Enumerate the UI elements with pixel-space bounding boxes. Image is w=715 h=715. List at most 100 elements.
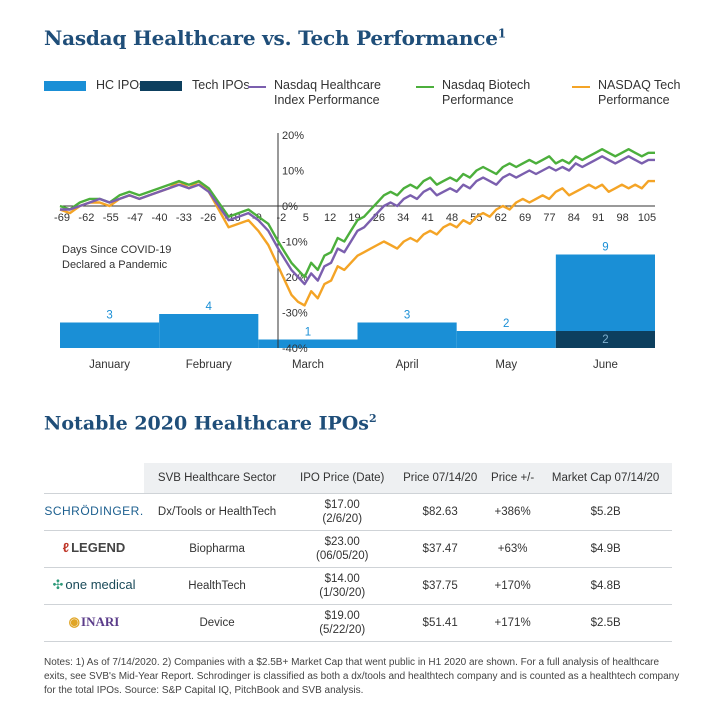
legend-label-hc-ipos: HC IPOs bbox=[96, 78, 146, 92]
cell-ipo-price: $17.00 (2/6/20) bbox=[290, 493, 395, 531]
hc-ipo-label-4: 2 bbox=[503, 318, 509, 330]
table-title: Notable 2020 Healthcare IPOs2 bbox=[44, 412, 377, 435]
x-tick-label: 98 bbox=[617, 212, 629, 224]
x-tick-label: -2 bbox=[276, 212, 286, 224]
cell-price: $37.75 bbox=[394, 567, 486, 605]
legend-label-tech-ipos: Tech IPOs bbox=[192, 78, 250, 92]
cell-cap: $5.2B bbox=[539, 493, 672, 531]
cell-sector: HealthTech bbox=[144, 567, 291, 605]
x-tick-label: 84 bbox=[568, 212, 580, 224]
table-row: ✣ one medical HealthTech $14.00 (1/30/20) … bbox=[44, 567, 672, 605]
month-label-0: January bbox=[89, 359, 130, 371]
x-tick-label: 26 bbox=[373, 212, 385, 224]
legend-swatch-nasdaq-hc bbox=[248, 86, 266, 88]
hc-ipo-label-0: 3 bbox=[106, 310, 112, 322]
legend-swatch-nasdaq-bio bbox=[416, 86, 434, 88]
chart-legend: HC IPOs Tech IPOs Nasdaq Healthcare Index… bbox=[44, 78, 694, 118]
x-tick-label: -33 bbox=[176, 212, 192, 224]
legend-biotech-logo: ℓ LEGEND bbox=[44, 530, 144, 568]
schrodinger-logo: SCHRÖDINGER. bbox=[44, 493, 144, 531]
legend-swatch-hc-ipos bbox=[44, 81, 86, 91]
legend-nasdaq-tech: NASDAQ Tech Performance bbox=[572, 78, 680, 108]
x-tick-label: 12 bbox=[324, 212, 336, 224]
series-line-1 bbox=[59, 148, 655, 279]
y-tick-label: -10% bbox=[282, 237, 308, 249]
month-label-4: May bbox=[495, 359, 517, 371]
legend-hc-ipos: HC IPOs bbox=[44, 78, 145, 93]
hc-ipo-bar-0 bbox=[60, 322, 160, 348]
hc-ipo-bar-1 bbox=[159, 314, 259, 348]
month-label-1: February bbox=[186, 359, 232, 371]
hc-ipo-bar-2 bbox=[258, 339, 358, 348]
chart-title: Nasdaq Healthcare vs. Tech Performance1 bbox=[44, 26, 506, 50]
legend-nasdaq-bio: Nasdaq Biotech Performance bbox=[416, 78, 530, 108]
cell-cap: $2.5B bbox=[539, 604, 672, 642]
y-tick-label: 0% bbox=[282, 201, 298, 213]
cell-price: $82.63 bbox=[394, 493, 486, 531]
hc-ipo-bar-3 bbox=[357, 322, 457, 348]
pandemic-annotation: Days Since COVID-19 bbox=[62, 244, 171, 256]
legend-label-nasdaq-tech: NASDAQ Tech Performance bbox=[598, 78, 681, 107]
header-price: Price 07/14/20 bbox=[394, 463, 486, 494]
cell-cap: $4.8B bbox=[539, 567, 672, 605]
hc-ipo-bar-4 bbox=[456, 331, 556, 348]
y-tick-label: -30% bbox=[282, 308, 308, 320]
y-tick-label: -40% bbox=[282, 343, 308, 355]
table-row: ℓ LEGEND Biopharma $23.00 (06/05/20) $37.4… bbox=[44, 530, 672, 568]
cell-ipo-price: $19.00 (5/22/20) bbox=[290, 604, 395, 642]
month-label-2: March bbox=[292, 359, 324, 371]
cell-cap: $4.9B bbox=[539, 530, 672, 568]
month-label-3: April bbox=[396, 359, 419, 371]
header-sector: SVB Healthcare Sector bbox=[144, 463, 291, 494]
hc-ipo-label-5: 9 bbox=[602, 242, 608, 254]
tech-ipo-label-5: 2 bbox=[602, 334, 608, 346]
tech-ipo-bar-5 bbox=[555, 331, 655, 348]
x-tick-label: 62 bbox=[495, 212, 507, 224]
header-change: Price +/- bbox=[485, 463, 540, 494]
cell-ipo-price: $23.00 (06/05/20) bbox=[290, 530, 395, 568]
cell-sector: Device bbox=[144, 604, 291, 642]
hc-ipo-label-3: 3 bbox=[404, 310, 410, 322]
x-tick-label: 34 bbox=[397, 212, 409, 224]
x-tick-label: -47 bbox=[127, 212, 143, 224]
x-tick-label: 19 bbox=[348, 212, 360, 224]
x-tick-label: -55 bbox=[103, 212, 119, 224]
x-tick-label: 69 bbox=[519, 212, 531, 224]
cell-ipo-price: $14.00 (1/30/20) bbox=[290, 567, 395, 605]
cell-change: +170% bbox=[485, 567, 540, 605]
series-line-0 bbox=[60, 155, 655, 286]
inari-logo: ◉INARI bbox=[44, 604, 144, 642]
table-row: ◉INARI Device $19.00 (5/22/20) $51.41 +17… bbox=[44, 604, 672, 642]
legend-swatch-tech-ipos bbox=[140, 81, 182, 91]
legend-swatch-nasdaq-tech bbox=[572, 86, 590, 88]
x-tick-label: -40 bbox=[152, 212, 168, 224]
x-tick-label: 48 bbox=[446, 212, 458, 224]
month-label-5: June bbox=[593, 359, 618, 371]
legend-label-nasdaq-hc: Nasdaq Healthcare Index Performance bbox=[274, 78, 382, 107]
x-tick-label: 41 bbox=[422, 212, 434, 224]
legend-label-nasdaq-bio: Nasdaq Biotech Performance bbox=[442, 78, 531, 107]
legend-nasdaq-hc: Nasdaq Healthcare Index Performance bbox=[248, 78, 381, 108]
x-tick-label: 91 bbox=[592, 212, 604, 224]
cell-price: $37.47 bbox=[394, 530, 486, 568]
cell-sector: Biopharma bbox=[144, 530, 291, 568]
pandemic-annotation: Declared a Pandemic bbox=[62, 259, 168, 271]
footnotes: Notes: 1) As of 7/14/2020. 2) Companies … bbox=[44, 657, 680, 696]
cell-price: $51.41 bbox=[394, 604, 486, 642]
hc-ipo-label-1: 4 bbox=[206, 301, 213, 313]
ipo-table: SVB Healthcare Sector IPO Price (Date) P… bbox=[44, 463, 672, 642]
legend-tech-ipos: Tech IPOs bbox=[140, 78, 250, 93]
x-tick-label: -69 bbox=[54, 212, 70, 224]
x-tick-label: 5 bbox=[303, 212, 309, 224]
x-tick-label: -26 bbox=[200, 212, 216, 224]
header-cap: Market Cap 07/14/20 bbox=[539, 463, 672, 494]
y-tick-label: 10% bbox=[282, 166, 304, 178]
y-tick-label: 20% bbox=[282, 130, 304, 142]
hc-ipo-label-2: 1 bbox=[305, 327, 311, 339]
header-ipo-price: IPO Price (Date) bbox=[290, 463, 395, 494]
cell-sector: Dx/Tools or HealthTech bbox=[144, 493, 291, 531]
inari-logo-icon: ◉ bbox=[68, 614, 81, 629]
cell-change: +386% bbox=[485, 493, 540, 531]
one-medical-logo-icon: ✣ bbox=[52, 577, 64, 592]
header-logo bbox=[44, 463, 144, 494]
